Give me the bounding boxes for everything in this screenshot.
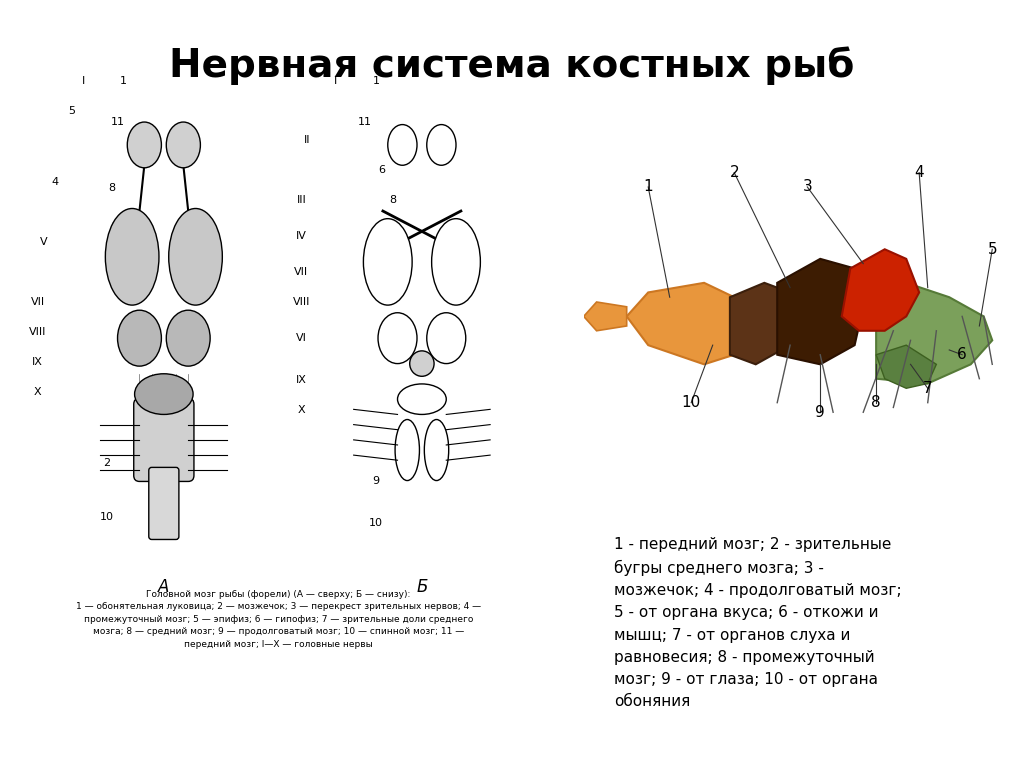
Text: 10: 10 [369,518,383,528]
Text: VIII: VIII [29,327,46,337]
Text: IV: IV [296,231,307,241]
Ellipse shape [134,374,194,414]
Text: VIII: VIII [293,297,310,307]
FancyBboxPatch shape [134,398,194,482]
Ellipse shape [118,310,162,366]
Text: 3: 3 [803,179,812,195]
Text: Головной мозг рыбы (форели) (А — сверху; Б — снизу):
1 — обонятельная луковица; : Головной мозг рыбы (форели) (А — сверху;… [76,590,481,649]
Polygon shape [584,302,627,331]
Ellipse shape [424,420,449,481]
Text: VI: VI [296,333,307,343]
Ellipse shape [166,122,201,168]
Text: IX: IX [296,375,307,385]
Ellipse shape [166,310,210,366]
Text: 4: 4 [914,165,924,180]
Text: 5: 5 [69,106,76,116]
Text: 5: 5 [987,242,997,257]
Text: 2: 2 [729,165,739,180]
Ellipse shape [378,313,417,364]
Text: 6: 6 [957,347,967,362]
Polygon shape [627,283,734,364]
Ellipse shape [397,384,446,414]
Text: 10: 10 [99,512,114,522]
Polygon shape [877,345,936,388]
Ellipse shape [395,420,420,481]
Text: 8: 8 [390,196,396,206]
Polygon shape [777,259,863,364]
Text: 8: 8 [109,183,116,193]
Text: Б: Б [416,578,428,596]
Text: 8: 8 [871,395,881,410]
Text: 7: 7 [923,380,933,396]
Text: 2: 2 [103,459,110,469]
Text: X: X [298,405,305,415]
Ellipse shape [105,209,159,305]
Text: 9: 9 [815,405,825,420]
Text: II: II [304,136,310,146]
Text: III: III [297,196,306,206]
Ellipse shape [364,219,412,305]
Polygon shape [877,283,992,384]
FancyBboxPatch shape [148,467,179,539]
Text: 1: 1 [643,179,653,195]
Text: 10: 10 [682,395,700,410]
Text: 9: 9 [373,476,380,486]
Text: Нервная система костных рыб: Нервная система костных рыб [169,46,855,84]
Ellipse shape [427,124,456,165]
Ellipse shape [388,124,417,165]
Text: 1 - передний мозг; 2 - зрительные
бугры среднего мозга; 3 -
мозжечок; 4 - продол: 1 - передний мозг; 2 - зрительные бугры … [614,537,902,709]
Text: 11: 11 [111,117,125,127]
Text: V: V [40,237,47,247]
Ellipse shape [169,209,222,305]
Polygon shape [842,249,920,331]
Text: I: I [82,76,85,86]
Polygon shape [730,283,795,364]
Text: 4: 4 [51,177,58,187]
Text: 6: 6 [378,166,385,176]
Text: 1: 1 [373,76,380,86]
Ellipse shape [432,219,480,305]
Text: I: I [334,76,338,86]
Text: VII: VII [31,297,45,307]
Text: IX: IX [32,357,43,367]
Ellipse shape [427,313,466,364]
Ellipse shape [127,122,162,168]
Text: А: А [158,578,170,596]
Text: VII: VII [295,267,308,277]
Text: X: X [34,387,42,397]
Text: 11: 11 [357,117,372,127]
Text: 1: 1 [120,76,127,86]
Circle shape [410,351,434,377]
